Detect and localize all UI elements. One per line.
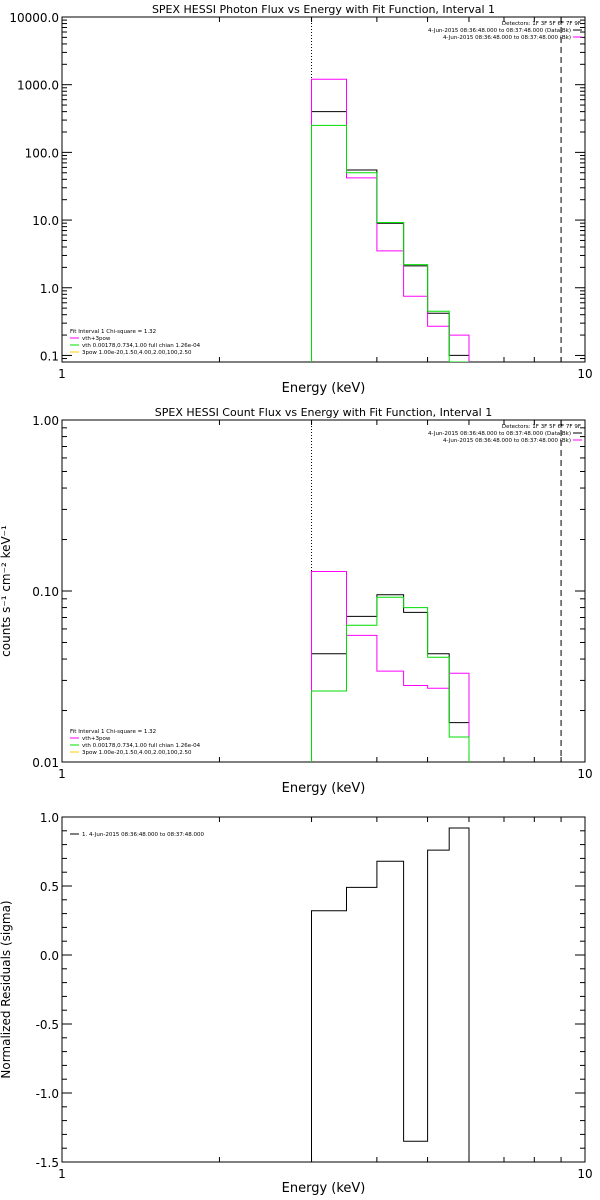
legend-fit-header: Fit Interval 1 Chi-square = 1.32 <box>70 729 156 735</box>
legend-fit-entry: vth 0.00178,0.734,1.00 full chian 1.26e-… <box>82 343 201 349</box>
legend-fit-header: Fit Interval 1 Chi-square = 1.32 <box>70 329 156 335</box>
y-axis-label: counts s⁻¹ cm⁻² keV⁻¹ <box>0 525 13 657</box>
series-2-step-line <box>311 78 470 362</box>
y-tick-label: 0.01 <box>32 756 59 770</box>
legend-fit-entry: 3pow 1.00e-20,1.50,4.00,2.00,100,2.50 <box>82 750 192 756</box>
y-tick-label: 10.0 <box>32 214 59 228</box>
y-tick-label: 1000.0 <box>17 79 59 93</box>
legend-fit-entry: vth+3pow <box>82 336 111 342</box>
x-axis-label: Energy (keV) <box>282 781 366 796</box>
series-1-step-line <box>311 111 470 362</box>
legend-top-entry: 4-Jun-2015 08:36:48.000 to 08:37:48.000 … <box>428 28 571 34</box>
x-tick-label: 10 <box>577 767 592 781</box>
series-1-step-line <box>311 594 470 762</box>
y-tick-label: 1.00 <box>32 414 59 428</box>
x-tick-label: 1 <box>58 1167 66 1181</box>
x-axis-label: Energy (keV) <box>282 381 366 396</box>
plot-frame <box>61 16 586 363</box>
chart-panel-2: SPEX HESSI Count Flux vs Energy with Fit… <box>0 406 593 796</box>
series-1-step-line <box>311 827 470 1162</box>
legend-fit-entry: vth+3pow <box>82 736 111 742</box>
plot-frame <box>61 419 586 763</box>
legend-top-entry: 4-Jun-2015 08:36:48.000 to 08:37:48.000 … <box>443 35 571 41</box>
y-tick-label: 0.1 <box>40 349 59 363</box>
series-3-step-line <box>311 596 470 762</box>
x-tick-label: 1 <box>58 767 66 781</box>
y-tick-label: 10000.0 <box>9 11 59 25</box>
chart-panel-1: SPEX HESSI Photon Flux vs Energy with Fi… <box>9 3 592 396</box>
x-tick-label: 10 <box>577 367 592 381</box>
plot-frame <box>61 816 586 1163</box>
legend-interval-entry: 1. 4-Jun-2015 08:36:48.000 to 08:37:48.0… <box>82 832 205 838</box>
x-tick-label: 10 <box>577 1167 592 1181</box>
legend-fit-entry: 3pow 1.00e-20,1.50,4.00,2.00,100,2.50 <box>82 350 192 356</box>
legend-fit-entry: vth 0.00178,0.734,1.00 full chian 1.26e-… <box>82 743 201 749</box>
legend-top-entry: Detectors: 1F 3F 5F 6F 7F 9F <box>502 21 581 27</box>
series-2-step-line <box>311 571 470 762</box>
y-tick-label: 1.0 <box>40 282 59 296</box>
y-axis-label: Normalized Residuals (sigma) <box>0 900 13 1078</box>
chart-panel-3: Energy (keV) Normalized Residuals (sigma)… <box>0 811 593 1196</box>
legend-top-entry: 4-Jun-2015 08:36:48.000 to 08:37:48.000 … <box>428 431 571 437</box>
y-tick-label: 0.5 <box>40 880 59 894</box>
y-tick-label: -1.5 <box>36 1156 59 1170</box>
y-tick-label: 100.0 <box>25 146 59 160</box>
legend-top-entry: 4-Jun-2015 08:36:48.000 to 08:37:48.000 … <box>443 438 571 444</box>
y-tick-label: 0.10 <box>32 585 59 599</box>
legend-top-entry: Detectors: 1F 3F 5F 6F 7F 9F <box>502 424 581 430</box>
chart-title: SPEX HESSI Photon Flux vs Energy with Fi… <box>152 3 495 16</box>
series-3-step-line <box>311 124 469 362</box>
y-tick-label: -0.5 <box>36 1018 59 1032</box>
chart-title: SPEX HESSI Count Flux vs Energy with Fit… <box>155 406 492 419</box>
y-tick-label: -1.0 <box>36 1087 59 1101</box>
x-tick-label: 1 <box>58 367 66 381</box>
x-axis-label: Energy (keV) <box>282 1181 366 1196</box>
y-tick-label: 0.0 <box>40 949 59 963</box>
y-tick-label: 1.0 <box>40 811 59 825</box>
